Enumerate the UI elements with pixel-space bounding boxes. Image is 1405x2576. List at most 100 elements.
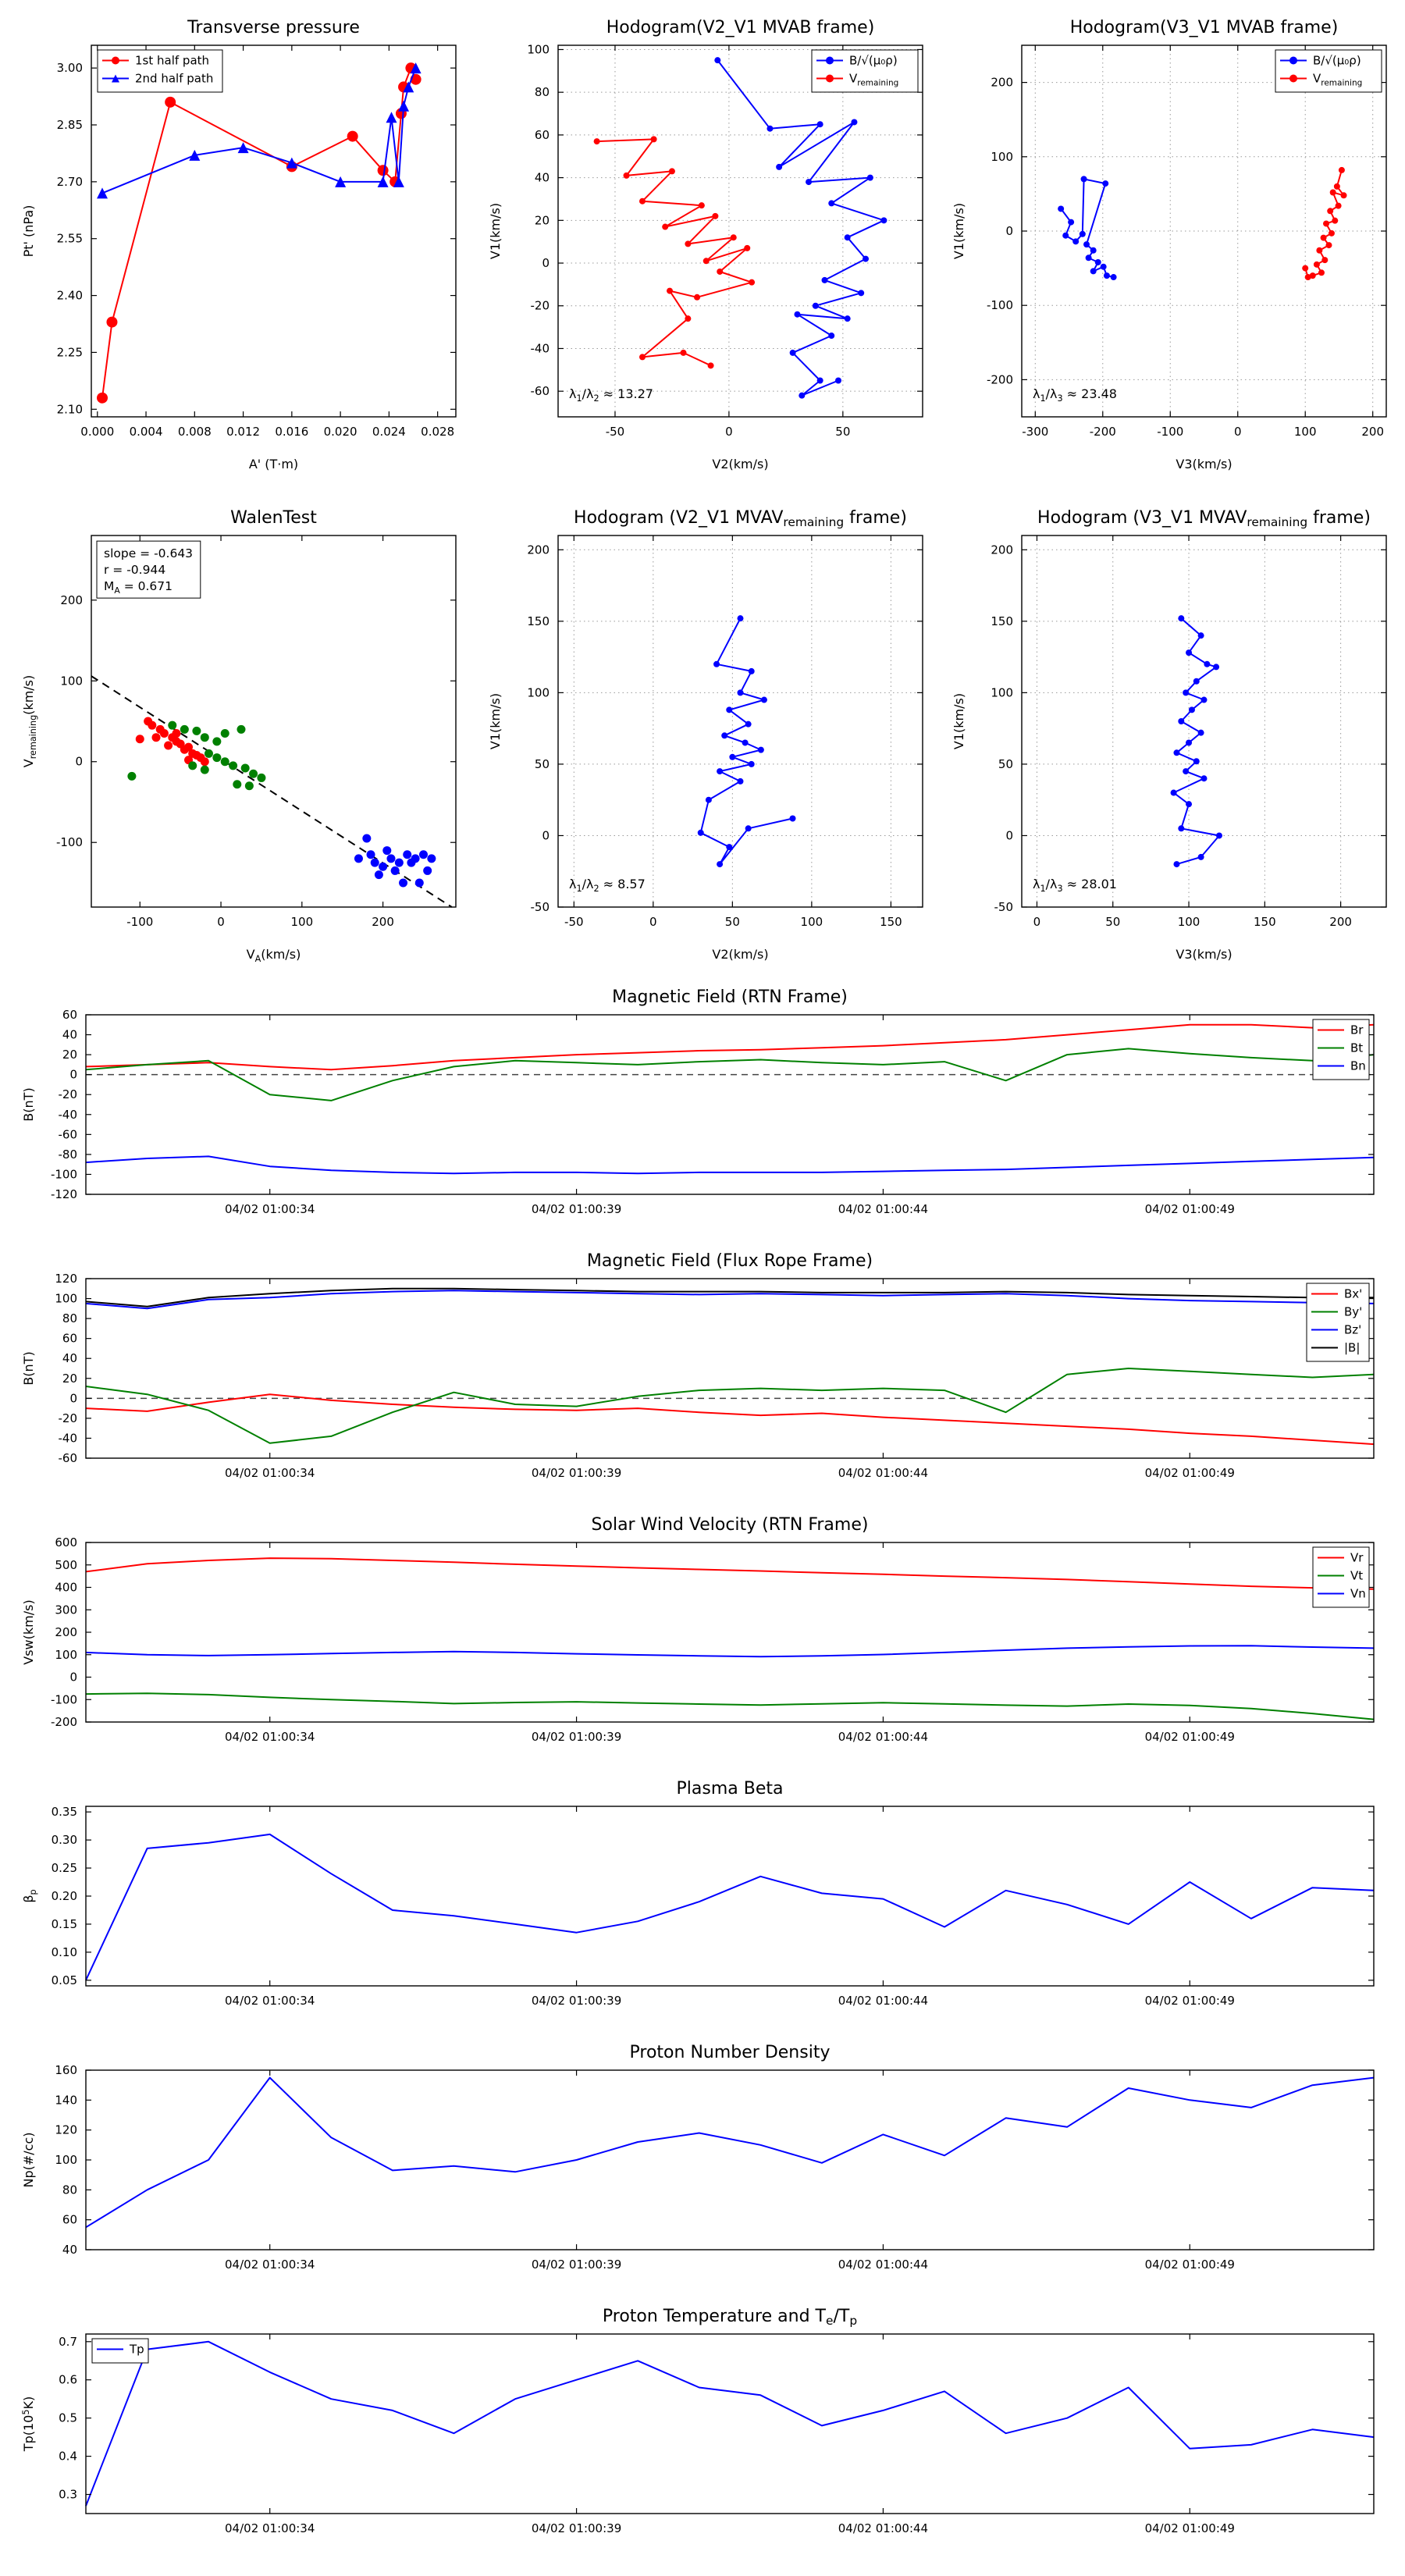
svg-text:0.3: 0.3: [59, 2488, 77, 2502]
svg-text:0.25: 0.25: [52, 1861, 77, 1875]
y-axis-label: Vsw(km/s): [21, 1599, 36, 1664]
chart-svg-tp: 04/02 01:00:34 04/02 01:00:39 04/02 01:00:…: [21, 2307, 1375, 2535]
svg-text:0.05: 0.05: [52, 1973, 77, 1987]
svg-text:100: 100: [527, 685, 550, 699]
svg-text:300: 300: [55, 1603, 77, 1617]
series--b-: [85, 1287, 1374, 1308]
svg-text:500: 500: [55, 1558, 77, 1572]
marker: [760, 696, 767, 703]
ticks: [86, 1806, 1374, 1986]
marker: [794, 311, 801, 318]
marker: [1193, 758, 1200, 765]
chart-proton-number-density: 04/02 01:00:34 04/02 01:00:39 04/02 01:00:…: [16, 2035, 1389, 2293]
svg-text:50: 50: [1105, 915, 1120, 929]
ticks: [86, 1278, 1374, 1459]
svg-text:100: 100: [55, 2153, 77, 2167]
series-vn: [85, 1645, 1375, 1658]
marker: [403, 81, 414, 93]
marker: [712, 212, 719, 219]
tick-labels: -50 0 50 -60 -40 -20 0 20 40 60 80 100: [527, 42, 850, 439]
svg-text:-100: -100: [56, 835, 83, 849]
series-br: [85, 1023, 1375, 1071]
marker: [1340, 192, 1347, 199]
marker: [386, 854, 396, 863]
svg-text:-100: -100: [51, 1692, 77, 1706]
svg-text:200: 200: [991, 543, 1013, 557]
marker: [748, 760, 755, 767]
chart-svg-vsw: 04/02 01:00:34 04/02 01:00:39 04/02 01:00:…: [21, 1515, 1375, 1744]
svg-text:400: 400: [55, 1581, 77, 1595]
series-bt: [85, 1048, 1375, 1101]
ticks: [91, 45, 456, 417]
svg-text:200: 200: [1329, 915, 1352, 929]
tick-labels: 04/02 01:00:34 04/02 01:00:39 04/02 01:00:…: [55, 2063, 1235, 2272]
marker: [1183, 689, 1190, 696]
marker: [726, 844, 733, 851]
marker: [1313, 261, 1320, 268]
marker: [717, 768, 724, 775]
marker: [1333, 183, 1340, 190]
plot-frame: [91, 44, 457, 418]
marker: [1197, 729, 1204, 736]
tick-labels: -50 0 50 100 150 -50 0 50 100 150 200: [527, 543, 902, 929]
marker: [366, 850, 375, 859]
marker: [382, 846, 392, 856]
svg-text:-200: -200: [51, 1715, 77, 1729]
plot-frame: [557, 535, 923, 908]
marker: [744, 244, 751, 251]
chart-svg-f: 0 50 100 150 200 -50 0 50 100 150 200 Hodogram (V3_…: [951, 508, 1387, 962]
marker: [377, 176, 389, 187]
svg-text:60: 60: [535, 128, 550, 142]
marker: [667, 287, 674, 294]
svg-text:04/02 01:00:44: 04/02 01:00:44: [838, 1730, 928, 1744]
svg-text:04/02 01:00:44: 04/02 01:00:44: [838, 1994, 928, 2008]
marker: [200, 765, 209, 774]
svg-text:200: 200: [991, 76, 1013, 90]
marker: [390, 866, 400, 875]
svg-text:-100: -100: [987, 298, 1013, 312]
svg-text:2.55: 2.55: [57, 232, 83, 246]
series-vremaining: [1302, 166, 1347, 281]
marker: [165, 96, 176, 108]
marker: [112, 74, 119, 83]
svg-text:1st half path: 1st half path: [135, 54, 209, 68]
marker: [737, 689, 744, 696]
marker: [220, 729, 229, 738]
tick-labels: 04/02 01:00:34 04/02 01:00:39 04/02 01:00:…: [52, 1805, 1235, 2008]
svg-text:04/02 01:00:39: 04/02 01:00:39: [532, 2521, 621, 2535]
series-group: [593, 57, 887, 399]
chart-hodogram-v2v1-mvav: -50 0 50 100 150 -50 0 50 100 150 200 Hodogram (V2_…: [482, 496, 940, 971]
x-axis-label: V3(km/s): [1176, 457, 1232, 471]
svg-text:0: 0: [1005, 224, 1013, 238]
x-axis-label: V2(km/s): [712, 947, 768, 962]
chart-plasma-beta: 04/02 01:00:34 04/02 01:00:39 04/02 01:00:…: [16, 1771, 1389, 2029]
marker: [1204, 660, 1211, 667]
marker: [106, 316, 118, 328]
svg-text:40: 40: [535, 171, 550, 185]
svg-text:0: 0: [217, 915, 225, 929]
marker: [638, 354, 646, 361]
svg-text:-40: -40: [59, 1108, 78, 1122]
tick-labels: 04/02 01:00:34 04/02 01:00:39 04/02 01:00:…: [55, 1272, 1235, 1480]
chart-title: Magnetic Field (Flux Rope Frame): [587, 1251, 873, 1271]
grid: [558, 535, 923, 908]
svg-text:-40: -40: [531, 341, 550, 355]
svg-text:0: 0: [69, 1670, 77, 1685]
marker: [714, 57, 721, 64]
marker: [1080, 176, 1087, 183]
svg-text:0.30: 0.30: [52, 1833, 77, 1847]
marker: [730, 234, 737, 241]
svg-text:50: 50: [725, 915, 740, 929]
marker: [662, 223, 669, 230]
y-axis-label: V1(km/s): [951, 693, 966, 749]
marker: [737, 777, 744, 785]
chart-title: Proton Number Density: [630, 2043, 831, 2062]
marker: [1102, 180, 1109, 187]
svg-text:-120: -120: [51, 1187, 77, 1201]
marker: [1178, 615, 1185, 622]
marker: [742, 739, 749, 746]
svg-text:0.35: 0.35: [52, 1805, 77, 1819]
svg-text:-60: -60: [59, 1127, 78, 1141]
svg-text:2.10: 2.10: [57, 402, 83, 416]
